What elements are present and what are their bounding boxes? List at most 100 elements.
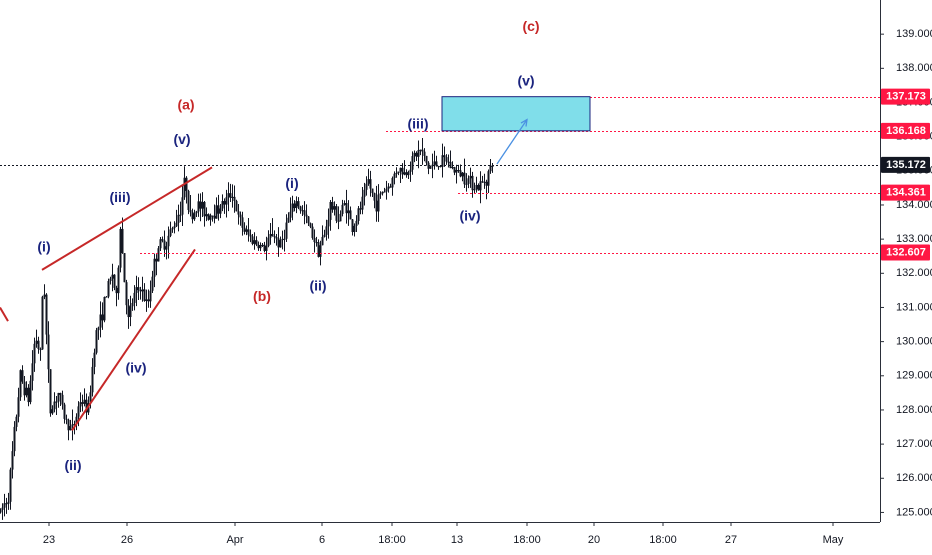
wave-label: (iii) (408, 115, 429, 131)
price-tags-layer: 137.173 136.168 135.172 134.361 132.607 (881, 88, 930, 261)
candle-body (405, 172, 408, 176)
candle-body (129, 306, 132, 318)
price-tag-132.607[interactable] (881, 244, 930, 261)
candle-body (31, 363, 34, 381)
candle-body (389, 186, 392, 188)
candle-body (261, 244, 264, 246)
candle-body (279, 240, 282, 248)
candle-body (231, 196, 234, 198)
candle-body (83, 399, 86, 404)
y-tick-label: 138.000 (896, 62, 932, 74)
candle-body (471, 175, 474, 191)
candle-body (133, 292, 136, 303)
time-axis: 23 26 Apr 6 18:00 13 18:00 20 18:00 27 May (43, 522, 844, 546)
trend-line-2[interactable] (71, 248, 196, 432)
candle-body (295, 201, 298, 209)
candle-body (385, 188, 388, 192)
candle-body (61, 394, 64, 405)
candle-body (177, 214, 180, 223)
candle-body (257, 244, 260, 249)
candle-body (157, 248, 160, 262)
candle-body (45, 294, 48, 335)
candle-body (299, 206, 302, 211)
candle-body (75, 416, 78, 424)
price-tag-label: 135.172 (886, 159, 926, 171)
candle-body (397, 171, 400, 173)
candle-body (395, 172, 398, 174)
candle-body (235, 200, 238, 212)
candle-body (185, 177, 188, 191)
candle-body (483, 181, 486, 183)
candle-body (307, 216, 310, 224)
candle-body (139, 290, 142, 292)
wave-labels-layer: (i) (ii) (iii) (iv) (v) (a) (b) (i) (ii) (iii) (iv… (37, 18, 539, 473)
candle-body (249, 234, 252, 237)
candle-body (265, 245, 268, 251)
price-tag-134.361[interactable] (881, 184, 930, 201)
candle-body (287, 217, 290, 223)
candle-body (327, 219, 330, 227)
candle-body (337, 220, 340, 222)
candle-body (377, 194, 380, 212)
candle-body (15, 416, 18, 427)
candle-body (203, 201, 206, 217)
candle-body (371, 188, 374, 194)
candle-body (13, 426, 16, 452)
candle-body (449, 161, 452, 169)
price-tag-136.168[interactable] (881, 122, 930, 139)
candle-body (195, 211, 198, 214)
candle-body (455, 170, 458, 173)
candle-body (191, 212, 194, 220)
candle-body (159, 239, 162, 249)
price-tag-137.173[interactable] (881, 88, 930, 105)
candle-body (333, 206, 336, 210)
candle-body (219, 208, 222, 214)
candle-body (349, 210, 352, 220)
trendlines-layer (0, 166, 213, 432)
candle-body (293, 203, 296, 209)
candle-body (49, 369, 52, 414)
candle-body (215, 205, 218, 219)
candle-body (335, 206, 338, 221)
candle-body (457, 170, 460, 172)
candle-body (97, 327, 100, 331)
candle-body (277, 238, 280, 248)
price-tag-135.172[interactable] (881, 156, 930, 173)
candle-body (65, 418, 68, 420)
candle-body (365, 183, 368, 190)
candle-body (213, 215, 216, 219)
trend-line-3[interactable] (0, 306, 9, 322)
candle-body (475, 184, 478, 190)
candle-body (435, 161, 438, 167)
x-tick-label: 18:00 (378, 534, 406, 546)
wave-label: (iv) (460, 208, 481, 224)
candle-body (239, 214, 242, 218)
candle-body (285, 222, 288, 239)
candle-body (439, 166, 442, 168)
target-zone-box[interactable] (441, 96, 591, 132)
candle-body (223, 201, 226, 205)
projection-arrow-head (520, 118, 528, 127)
wave-label: (i) (285, 175, 298, 191)
candle-body (309, 223, 312, 227)
candle-body (461, 172, 464, 177)
candle-body (233, 196, 236, 201)
candle-body (305, 214, 308, 217)
wave-label: (c) (522, 18, 539, 34)
candle-body (451, 167, 454, 169)
trend-line-1[interactable] (41, 166, 213, 271)
candle-body (9, 469, 12, 502)
x-tick-label: 18:00 (649, 534, 677, 546)
projection-arrow[interactable] (496, 119, 528, 165)
candle-body (281, 238, 284, 241)
candle-body (67, 419, 70, 431)
candle-body (145, 299, 148, 301)
y-tick-label: 131.000 (896, 301, 932, 313)
candle-body (319, 245, 322, 257)
candle-body (121, 228, 124, 254)
x-tick-label: May (823, 534, 844, 546)
y-tick-label: 128.000 (896, 404, 932, 416)
candle-body (29, 380, 32, 403)
x-tick-label: 13 (451, 534, 463, 546)
